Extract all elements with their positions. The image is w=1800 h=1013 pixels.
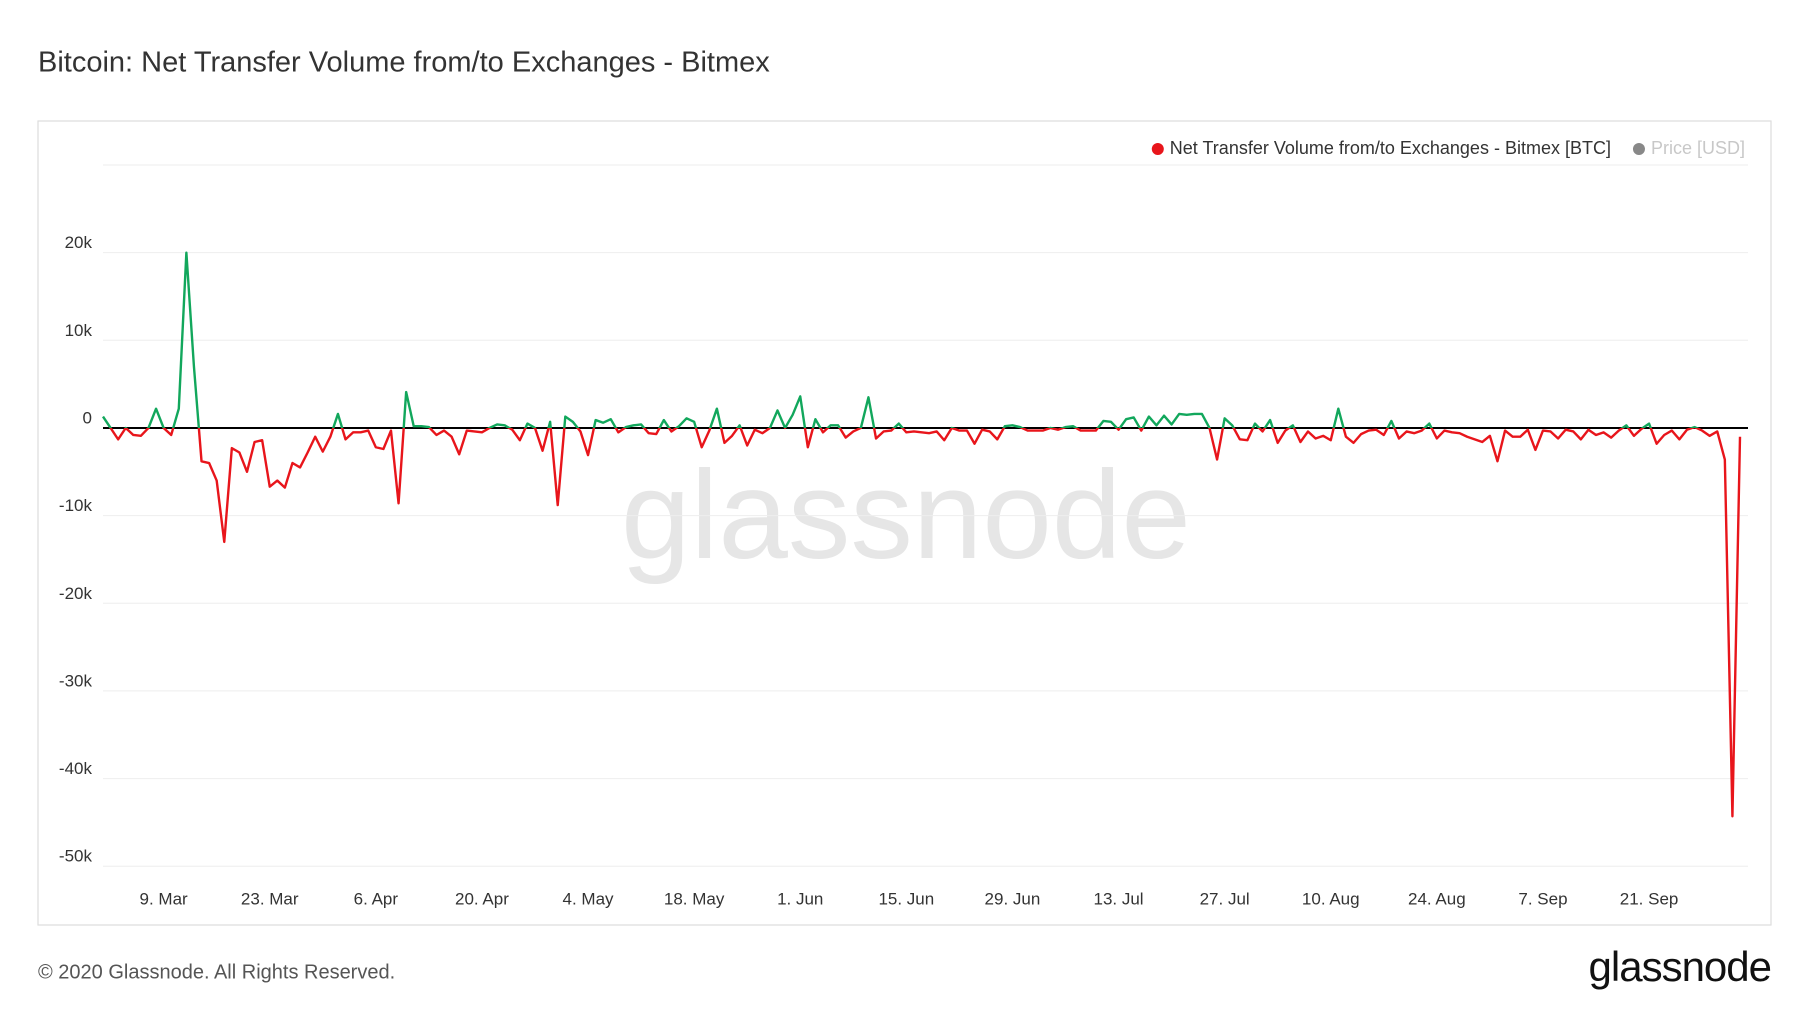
x-tick-label: 13. Jul	[1093, 889, 1143, 908]
y-tick-label: -40k	[59, 759, 93, 778]
x-tick-label: 15. Jun	[878, 889, 934, 908]
x-tick-label: 10. Aug	[1302, 889, 1360, 908]
footer: © 2020 Glassnode. All Rights Reserved.	[38, 961, 395, 983]
chart-title: Bitcoin: Net Transfer Volume from/to Exc…	[38, 47, 770, 79]
x-tick-label: 18. May	[664, 889, 725, 908]
x-tick-label: 9. Mar	[140, 889, 189, 908]
x-tick-label: 7. Sep	[1518, 889, 1567, 908]
y-tick-label: 20k	[65, 233, 93, 252]
x-tick-label: 6. Apr	[354, 889, 399, 908]
x-tick-label: 1. Jun	[777, 889, 823, 908]
x-tick-label: 21. Sep	[1620, 889, 1679, 908]
legend-label[interactable]: Price [USD]	[1651, 138, 1745, 158]
y-tick-label: -20k	[59, 584, 93, 603]
x-tick-label: 23. Mar	[241, 889, 299, 908]
x-tick-label: 27. Jul	[1200, 889, 1250, 908]
line-negative	[109, 427, 1742, 818]
x-tick-label: 20. Apr	[455, 889, 509, 908]
chart-frame	[37, 120, 1772, 926]
x-tick-label: 29. Jun	[985, 889, 1041, 908]
x-tick-label: 4. May	[563, 889, 615, 908]
legend-marker[interactable]	[1632, 143, 1645, 155]
y-tick-label: -10k	[59, 496, 93, 515]
y-tick-label: -30k	[59, 671, 93, 690]
legend-label[interactable]: Net Transfer Volume from/to Exchanges - …	[1170, 138, 1611, 158]
logo: glassnode	[1589, 943, 1771, 990]
y-tick-label: 10k	[65, 321, 93, 340]
legend-marker[interactable]	[1151, 143, 1164, 155]
x-tick-label: 24. Aug	[1408, 889, 1466, 908]
y-tick-label: -50k	[59, 847, 93, 866]
y-tick-label: 0	[83, 408, 92, 427]
